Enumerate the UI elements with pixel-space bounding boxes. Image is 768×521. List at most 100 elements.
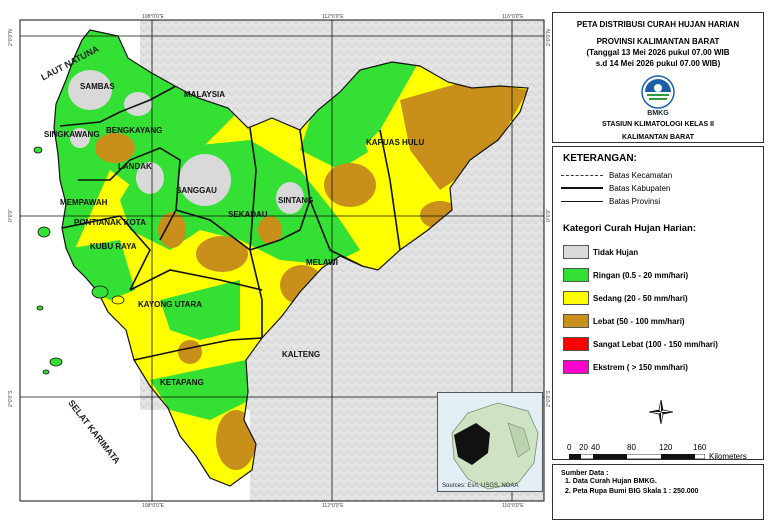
island <box>36 305 44 311</box>
label-sambas: SAMBAS <box>80 82 115 91</box>
compass-rose-icon <box>648 399 674 425</box>
island <box>49 357 63 367</box>
island <box>33 146 43 154</box>
boundary-kuburaya <box>61 215 151 291</box>
legend-category: Sedang (20 - 50 mm/hari) <box>563 291 688 305</box>
legend-swatch <box>563 314 589 328</box>
label-sintang: SINTANG <box>278 196 314 205</box>
legend-category: Ringan (0.5 - 20 mm/hari) <box>563 268 688 282</box>
legend-swatch <box>563 337 589 351</box>
zone-lebat-bengkayang <box>95 133 135 163</box>
bmkg-logo-icon <box>641 75 675 109</box>
category-heading: Kategori Curah Hujan Harian: <box>563 223 697 234</box>
label-sanggau: SANGGAU <box>176 186 217 195</box>
tick-top-108e: 108°0'0"E <box>142 14 164 20</box>
bmkg-logo-text: BMKG <box>647 110 669 117</box>
tick-bottom-112e: 112°0'0"E <box>322 503 344 509</box>
label-singkawang: SINGKAWANG <box>44 130 100 139</box>
label-melawi: MELAWI <box>306 258 338 267</box>
legend-line-label: Batas Kabupaten <box>609 183 671 193</box>
boundary-sintang <box>299 129 363 267</box>
map-title-line2: PROVINSI KALIMANTAN BARAT <box>596 37 720 46</box>
source-heading: Sumber Data : <box>561 470 609 477</box>
legend-line-thick-sample <box>561 187 603 189</box>
scale-tick: 160 <box>693 443 707 452</box>
zone-lebat-kayong <box>178 340 202 364</box>
source-item-2: 2. Peta Rupa Bumi BIG Skala 1 : 250.000 <box>565 488 699 495</box>
zone-tidak-hujan-sintang <box>276 182 304 214</box>
source-panel: Sumber Data : 1. Data Curah Hujan BMKG. … <box>552 464 764 520</box>
legend-line-thin-sample <box>561 200 603 202</box>
legend-category: Sangat Lebat (100 - 150 mm/hari) <box>563 337 718 351</box>
map-title-date1: (Tanggal 13 Mei 2026 pukul 07.00 WIB <box>586 48 730 57</box>
scale-tick: 20 <box>579 443 588 452</box>
label-pontianak: PONTIANAK KOTA <box>74 218 146 227</box>
boundary-kayong <box>129 269 263 291</box>
legend-swatch <box>563 245 589 259</box>
scale-bar: 0 20 40 80 120 160 Kilometers <box>567 443 757 461</box>
station-name-1: STASIUN KLIMATOLOGI KELAS II <box>602 121 714 128</box>
map-border <box>19 19 545 502</box>
legend-category: Ekstrem ( > 150 mm/hari) <box>563 360 688 374</box>
zone-lebat-kapuas-west <box>324 163 376 207</box>
label-kayong-utara: KAYONG UTARA <box>138 300 203 309</box>
label-malaysia: MALAYSIA <box>184 90 226 99</box>
label-sekadau: SEKADAU <box>228 210 268 219</box>
rainfall-map: 108°0'0"E 112°0'0"E 116°0'0"E 108°0'0"E … <box>8 14 552 509</box>
scale-tick: 0 <box>567 443 572 452</box>
tick-top-116e: 116°0'0"E <box>502 14 524 20</box>
label-mempawah: MEMPAWAH <box>60 198 108 207</box>
legend-heading: KETERANGAN: <box>563 153 637 164</box>
inset-canvas <box>451 402 539 490</box>
inset-credit: Sources: Esri, USGS, NOAA <box>442 483 519 489</box>
zone-ringan-kuburaya <box>60 240 135 300</box>
legend-category-label: Lebat (50 - 100 mm/hari) <box>593 316 685 326</box>
label-kubu-raya: KUBU RAYA <box>90 242 137 251</box>
island <box>42 369 50 375</box>
inset-sulawesi <box>507 422 531 458</box>
tick-left-2s: 2°0'0"S <box>8 390 14 407</box>
zone-ringan-kayong <box>160 280 240 340</box>
zone-lebat-sanggau-south <box>196 236 248 272</box>
label-bengkayang: BENGKAYANG <box>106 126 163 135</box>
regency-boundaries <box>59 85 401 361</box>
zone-ringan-ketapang <box>150 360 250 420</box>
label-kalteng: KALTENG <box>282 350 321 359</box>
zone-tidak-hujan-sanggau <box>179 154 231 206</box>
tick-left-eq: 0°0'0" <box>8 208 14 222</box>
side-panel: PETA DISTRIBUSI CURAH HUJAN HARIAN PROVI… <box>552 12 764 520</box>
boundary-kapuas <box>379 129 401 251</box>
tick-left-2n: 2°0'0"N <box>8 29 14 46</box>
scale-tick: 120 <box>659 443 673 452</box>
title-panel: PETA DISTRIBUSI CURAH HUJAN HARIAN PROVI… <box>552 12 764 143</box>
tick-bottom-108e: 108°0'0"E <box>142 503 164 509</box>
scale-tick: 80 <box>627 443 636 452</box>
source-item-1: 1. Data Curah Hujan BMKG. <box>565 478 657 485</box>
station-name-2: KALIMANTAN BARAT <box>621 134 695 141</box>
tick-top-112e: 112°0'0"E <box>322 14 344 20</box>
legend-line-dashed-sample <box>561 174 603 176</box>
boundary-ketapang <box>133 337 263 361</box>
islands <box>33 146 125 375</box>
zone-lebat-sanggau-west <box>158 212 186 248</box>
boundary-sanggau <box>175 199 311 251</box>
scale-tick-labels: 0 20 40 80 120 160 <box>567 443 727 453</box>
legend-category: Tidak Hujan <box>563 245 638 259</box>
inset-kalbar-highlight <box>454 423 490 465</box>
island <box>111 295 125 305</box>
label-kapuas-hulu: KAPUAS HULU <box>366 138 425 147</box>
zone-lebat-kapuas-east <box>400 80 528 190</box>
legend-category: Lebat (50 - 100 mm/hari) <box>563 314 685 328</box>
legend-swatch <box>563 268 589 282</box>
legend-category-label: Ringan (0.5 - 20 mm/hari) <box>593 270 689 280</box>
tick-bottom-116e: 116°0'0"E <box>502 503 524 509</box>
zone-lebat-sekadau <box>258 216 282 244</box>
legend-line-kabupaten: Batas Kabupaten <box>561 182 670 194</box>
legend-line-label: Batas Provinsi <box>609 196 661 206</box>
label-ketapang: KETAPANG <box>160 378 204 387</box>
legend-line-kecamatan: Batas Kecamatan <box>561 169 672 181</box>
boundary-sekadau <box>249 127 263 338</box>
north-arrow-icon <box>648 399 674 425</box>
legend-swatch <box>563 291 589 305</box>
legend-category-label: Sedang (20 - 50 mm/hari) <box>593 293 688 303</box>
